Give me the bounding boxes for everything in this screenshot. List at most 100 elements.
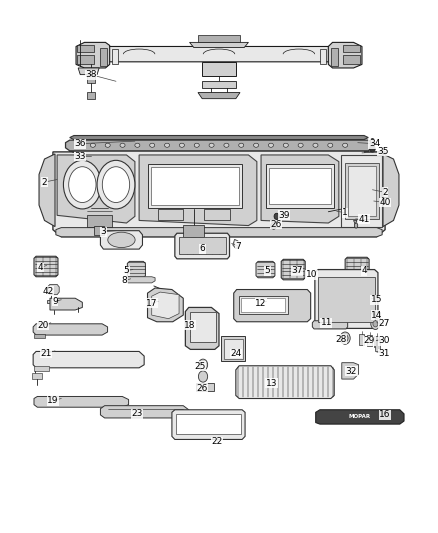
Bar — [320, 49, 326, 64]
Bar — [34, 366, 49, 372]
Text: 9: 9 — [52, 297, 58, 306]
Text: 39: 39 — [279, 211, 290, 220]
Ellipse shape — [180, 143, 184, 147]
Polygon shape — [87, 215, 112, 227]
Polygon shape — [281, 260, 305, 280]
Polygon shape — [87, 75, 95, 83]
Polygon shape — [78, 68, 99, 75]
Text: 36: 36 — [74, 139, 86, 148]
Ellipse shape — [371, 318, 380, 329]
Polygon shape — [202, 81, 236, 88]
Polygon shape — [261, 155, 339, 223]
Polygon shape — [233, 239, 239, 248]
Text: 2: 2 — [42, 177, 47, 187]
Text: 12: 12 — [255, 299, 267, 308]
Ellipse shape — [239, 143, 244, 147]
Ellipse shape — [69, 167, 96, 203]
Bar — [196, 383, 214, 391]
Polygon shape — [34, 397, 129, 407]
Ellipse shape — [105, 143, 110, 147]
Polygon shape — [53, 151, 385, 237]
Ellipse shape — [254, 143, 258, 147]
Ellipse shape — [97, 160, 135, 209]
Ellipse shape — [298, 143, 303, 147]
Bar — [331, 47, 339, 66]
Text: 11: 11 — [321, 318, 332, 327]
Text: 24: 24 — [230, 349, 241, 358]
Text: 33: 33 — [74, 152, 86, 161]
Bar — [34, 334, 45, 338]
Ellipse shape — [64, 160, 101, 209]
Ellipse shape — [340, 332, 350, 344]
Polygon shape — [175, 233, 230, 259]
Ellipse shape — [354, 223, 358, 228]
Polygon shape — [33, 351, 144, 368]
Polygon shape — [353, 221, 357, 224]
Bar — [148, 164, 242, 208]
Polygon shape — [34, 256, 58, 277]
Bar — [198, 35, 240, 43]
Polygon shape — [256, 261, 275, 278]
Bar — [77, 45, 94, 52]
Bar — [266, 164, 334, 208]
Text: 35: 35 — [377, 147, 389, 156]
Text: 38: 38 — [85, 70, 96, 79]
Text: 19: 19 — [47, 396, 59, 405]
Polygon shape — [56, 228, 382, 237]
Polygon shape — [93, 46, 345, 62]
Text: 17: 17 — [146, 299, 158, 308]
Bar — [221, 336, 245, 361]
Polygon shape — [66, 140, 372, 151]
Bar — [151, 167, 239, 205]
Text: 40: 40 — [379, 198, 391, 207]
Polygon shape — [183, 224, 204, 237]
Text: 32: 32 — [346, 367, 357, 376]
Bar — [345, 163, 379, 220]
Polygon shape — [47, 285, 59, 295]
Text: 2: 2 — [382, 188, 388, 197]
Polygon shape — [316, 410, 404, 424]
Text: 30: 30 — [378, 336, 389, 345]
Polygon shape — [127, 277, 155, 283]
Ellipse shape — [268, 143, 273, 147]
Bar — [343, 45, 360, 52]
Polygon shape — [100, 231, 142, 249]
Text: 28: 28 — [335, 335, 346, 344]
Bar — [374, 336, 379, 348]
Text: 27: 27 — [378, 319, 389, 328]
Ellipse shape — [165, 143, 170, 147]
Polygon shape — [39, 154, 55, 227]
Bar — [77, 55, 94, 64]
Polygon shape — [328, 43, 362, 68]
Text: 8: 8 — [121, 276, 127, 285]
Polygon shape — [100, 406, 189, 418]
Bar — [94, 225, 104, 235]
Bar — [204, 209, 230, 221]
Ellipse shape — [342, 335, 348, 342]
Text: 42: 42 — [42, 287, 53, 296]
Polygon shape — [139, 155, 257, 225]
Polygon shape — [236, 366, 334, 399]
Text: 29: 29 — [364, 336, 375, 345]
Ellipse shape — [370, 146, 375, 152]
Text: 26: 26 — [270, 220, 282, 229]
Text: 5: 5 — [265, 266, 270, 275]
Polygon shape — [70, 135, 368, 140]
Polygon shape — [159, 289, 168, 293]
Ellipse shape — [373, 321, 378, 327]
Text: 23: 23 — [131, 409, 143, 418]
Text: 4: 4 — [38, 263, 43, 272]
Text: 6: 6 — [199, 244, 205, 253]
Text: 10: 10 — [306, 270, 317, 279]
Bar — [348, 166, 376, 216]
Bar — [343, 55, 360, 64]
Text: 14: 14 — [371, 311, 382, 320]
Text: 20: 20 — [38, 321, 49, 330]
Bar — [112, 49, 118, 64]
Polygon shape — [32, 373, 42, 379]
Ellipse shape — [135, 143, 140, 147]
Ellipse shape — [90, 143, 95, 147]
Text: 22: 22 — [211, 437, 223, 446]
Bar — [158, 209, 183, 221]
Text: 15: 15 — [371, 295, 382, 304]
